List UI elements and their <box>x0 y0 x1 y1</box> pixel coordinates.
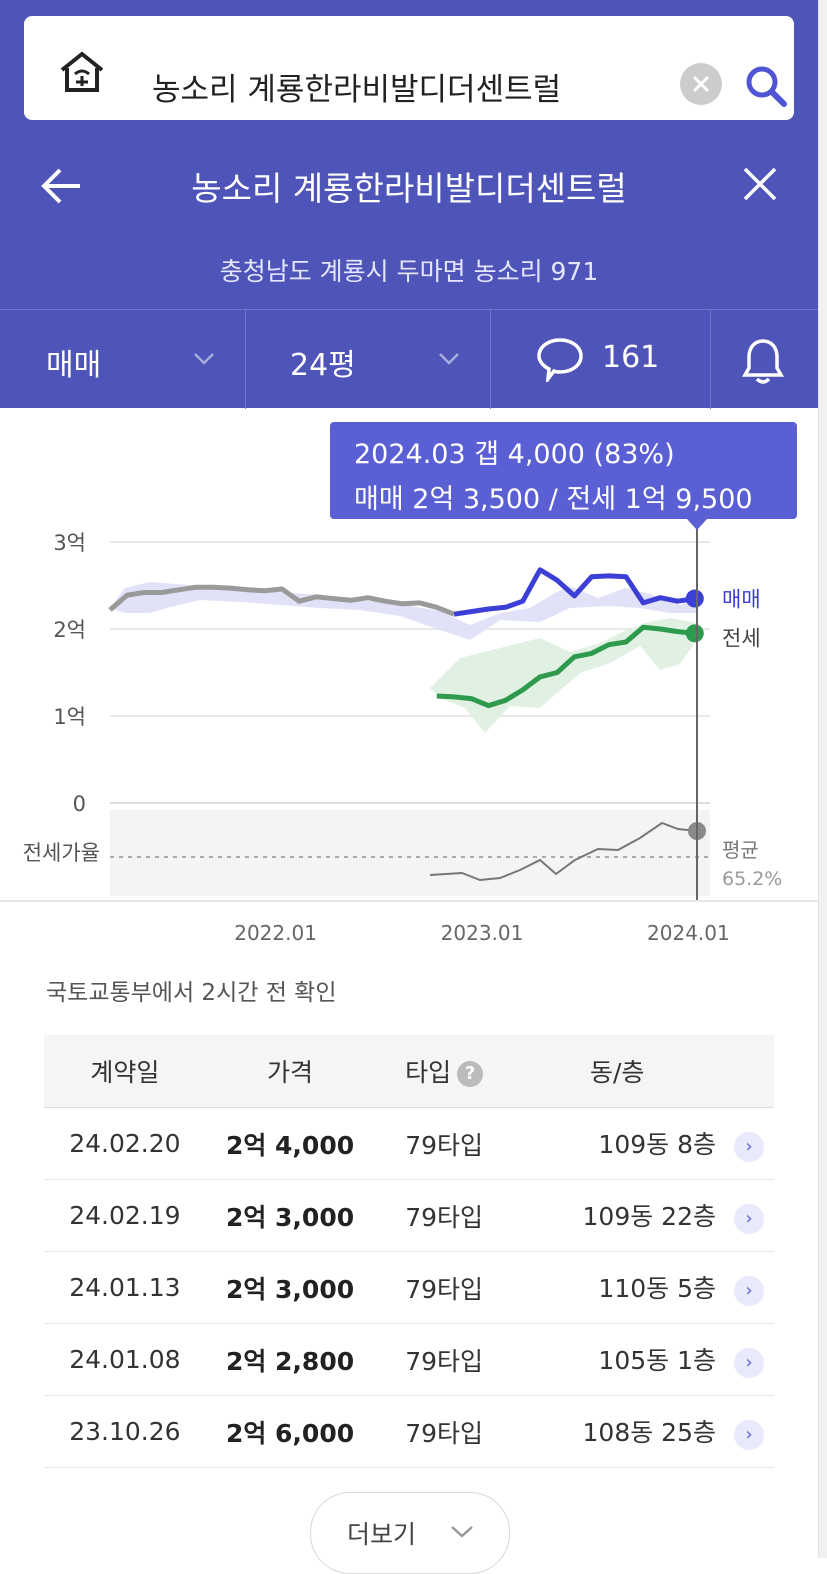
comment-icon[interactable] <box>536 336 584 386</box>
comment-count[interactable]: 161 <box>602 340 660 375</box>
tooltip-gap: 2024.03 갭 4,000 (83%) <box>354 439 675 470</box>
header-unit: 동/층 <box>513 1035 774 1108</box>
row-date: 24.02.20 <box>44 1107 206 1180</box>
table-header-row: 계약일 가격 타입? 동/층 <box>44 1035 774 1108</box>
transaction-table: 계약일 가격 타입? 동/층 24.02.20 2억 4,000 79타입 109동 … <box>44 1035 774 1468</box>
data-source-note: 국토교통부에서 2시간 전 확인 <box>46 980 337 1006</box>
x-tick-label: 2022.01 <box>234 921 317 945</box>
y-tick-label: 0 <box>73 792 86 816</box>
tooltip-pointer <box>687 519 707 530</box>
chevron-right-icon[interactable]: › <box>734 1132 764 1162</box>
chevron-right-icon[interactable]: › <box>734 1420 764 1450</box>
arrow-left-icon <box>41 168 80 204</box>
row-price: 2억 3,000 <box>205 1179 375 1252</box>
x-tick-label: 2023.01 <box>441 921 524 945</box>
more-button[interactable]: 더보기 <box>310 1492 510 1574</box>
ratio-line <box>429 821 698 882</box>
row-price: 2억 6,000 <box>205 1395 375 1468</box>
table-row[interactable]: 24.01.08 2억 2,800 79타입 105동 1층 › <box>44 1323 774 1396</box>
jeonse-line <box>436 624 696 709</box>
deal-type-select[interactable]: 매매 <box>46 348 102 383</box>
y-tick-label: 1억 <box>53 705 86 729</box>
chevron-down-icon <box>437 350 461 372</box>
row-date: 23.10.26 <box>44 1395 206 1468</box>
table-row[interactable]: 24.01.13 2억 3,000 79타입 110동 5층 › <box>44 1251 774 1324</box>
row-price: 2억 2,800 <box>205 1323 375 1396</box>
y-tick-label: 2억 <box>53 618 86 642</box>
close-icon <box>743 167 777 201</box>
header-price: 가격 <box>205 1035 375 1108</box>
size-select[interactable]: 24평 <box>290 348 356 383</box>
divider <box>245 310 246 409</box>
row-price: 2억 4,000 <box>205 1107 375 1180</box>
tooltip-prices: 매매 2억 3,500 / 전세 1억 9,500 <box>354 484 753 515</box>
row-unit: 108동 25층 › <box>513 1395 774 1468</box>
ratio-average-value: 65.2% <box>722 868 782 890</box>
table-row[interactable]: 24.02.20 2억 4,000 79타입 109동 8층 › <box>44 1107 774 1180</box>
row-unit: 110동 5층 › <box>513 1251 774 1324</box>
header-type: 타입? <box>374 1035 514 1108</box>
ratio-average-label: 평균 <box>722 838 759 862</box>
row-unit: 109동 8층 › <box>513 1107 774 1180</box>
row-date: 24.01.13 <box>44 1251 206 1324</box>
close-icon <box>692 75 710 93</box>
series-end-point <box>685 589 704 608</box>
chevron-right-icon[interactable]: › <box>734 1348 764 1378</box>
search-box[interactable]: 농소리 계룡한라비발디더센트럴 <box>24 16 794 120</box>
more-label: 더보기 <box>347 1520 417 1549</box>
row-type: 79타입 <box>374 1107 514 1180</box>
row-price: 2억 3,000 <box>205 1251 375 1324</box>
sale-line <box>453 567 696 617</box>
divider <box>490 310 491 409</box>
search-input[interactable]: 농소리 계룡한라비발디더센트럴 <box>152 72 562 108</box>
bell-icon[interactable] <box>740 336 786 390</box>
chevron-down-icon <box>192 350 216 372</box>
row-date: 24.01.08 <box>44 1323 206 1396</box>
header-date: 계약일 <box>44 1035 206 1108</box>
scrollbar[interactable] <box>818 0 827 1558</box>
row-unit: 109동 22층 › <box>513 1179 774 1252</box>
chevron-right-icon[interactable]: › <box>734 1276 764 1306</box>
row-date: 24.02.19 <box>44 1179 206 1252</box>
sale-line-past <box>108 584 455 617</box>
row-type: 79타입 <box>374 1323 514 1396</box>
search-icon <box>746 66 787 107</box>
row-unit: 105동 1층 › <box>513 1323 774 1396</box>
back-button[interactable] <box>40 164 84 212</box>
sale-range-band <box>110 582 697 640</box>
header: 농소리 계룡한라비발디더센트럴 농소리 계룡한라비발디더센트럴 충청남도 계룡시… <box>0 0 818 409</box>
chevron-down-icon <box>451 1526 473 1538</box>
table-row[interactable]: 24.02.19 2억 3,000 79타입 109동 22층 › <box>44 1179 774 1252</box>
filter-bar <box>0 309 818 409</box>
clear-search-button[interactable] <box>680 63 722 105</box>
row-type: 79타입 <box>374 1395 514 1468</box>
series-label: 매매 <box>722 588 761 612</box>
chart-tooltip: 2024.03 갭 4,000 (83%) 매매 2억 3,500 / 전세 1… <box>330 422 797 519</box>
y-tick-label: 3억 <box>53 531 86 555</box>
page-title: 농소리 계룡한라비발디더센트럴 <box>191 169 627 208</box>
x-tick-label: 2024.01 <box>647 921 730 945</box>
series-label: 전세 <box>722 626 761 650</box>
series-end-point <box>685 624 704 643</box>
divider <box>710 310 711 409</box>
help-icon[interactable]: ? <box>457 1061 484 1087</box>
row-type: 79타입 <box>374 1251 514 1324</box>
ratio-label: 전세가율 <box>23 841 100 865</box>
row-type: 79타입 <box>374 1179 514 1252</box>
address: 충청남도 계룡시 두마면 농소리 971 <box>219 257 599 286</box>
close-button[interactable] <box>740 164 780 208</box>
search-button[interactable] <box>744 64 788 112</box>
chevron-right-icon[interactable]: › <box>734 1204 764 1234</box>
ratio-panel-bg <box>110 810 710 896</box>
table-row[interactable]: 23.10.26 2억 6,000 79타입 108동 25층 › <box>44 1395 774 1468</box>
building-icon <box>58 50 106 98</box>
